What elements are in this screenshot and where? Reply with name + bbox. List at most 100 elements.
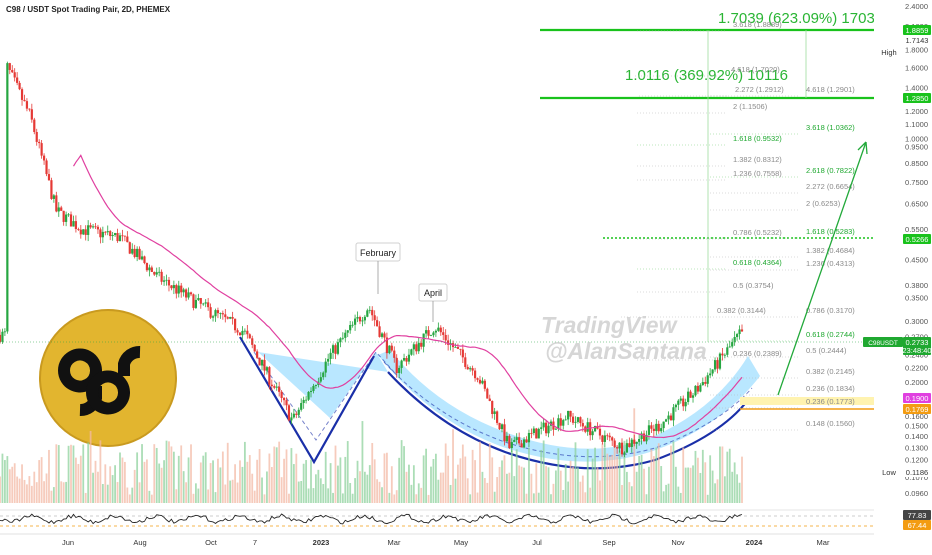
candle-body bbox=[642, 433, 646, 442]
candle-body bbox=[162, 280, 166, 282]
candle-body bbox=[424, 330, 428, 334]
volume-bar bbox=[21, 464, 23, 503]
volume-bar bbox=[363, 471, 366, 503]
volume-bar bbox=[422, 455, 425, 503]
volume-bar bbox=[655, 447, 658, 503]
volume-bar bbox=[464, 456, 467, 503]
fib-label-gray: 0.148 (0.1560) bbox=[806, 419, 855, 428]
candle-body bbox=[300, 403, 303, 410]
candle-body bbox=[532, 428, 535, 434]
price-tick-label: 0.1200 bbox=[905, 455, 928, 464]
candle-body bbox=[45, 160, 48, 175]
time-axis[interactable]: Jun Aug Oct 7 2023 Mar May Jul Sep Nov 2024 Mar bbox=[0, 533, 874, 550]
candle-body bbox=[136, 248, 139, 257]
volume-bar bbox=[525, 493, 528, 503]
candle-body bbox=[209, 307, 212, 318]
volume-bar bbox=[136, 452, 139, 503]
volume-bar bbox=[248, 455, 251, 503]
volume-bar bbox=[52, 487, 55, 503]
candle-body bbox=[346, 330, 349, 333]
volume-bar bbox=[104, 464, 107, 503]
volume-bar bbox=[119, 452, 121, 503]
volume-bar bbox=[261, 477, 263, 503]
volume-bar bbox=[141, 444, 143, 503]
candle-body bbox=[287, 405, 291, 421]
fib-label-gray: 0.786 (0.5232) bbox=[733, 228, 782, 237]
candle-body bbox=[65, 214, 68, 222]
volume-bar bbox=[449, 484, 452, 503]
price-badge-text: 1.8859 bbox=[906, 26, 929, 35]
volume-bar bbox=[219, 467, 222, 503]
volume-bar bbox=[329, 463, 332, 503]
candle-body bbox=[72, 221, 75, 227]
candle-body bbox=[691, 395, 695, 398]
price-badge-text: Low bbox=[882, 468, 896, 477]
candle-body bbox=[334, 345, 337, 354]
volume-bar bbox=[706, 494, 709, 503]
fib-label-gray: 0.236 (0.2389) bbox=[733, 349, 782, 358]
candle-body bbox=[557, 418, 560, 429]
candle-body bbox=[358, 317, 362, 322]
volume-bar bbox=[447, 455, 450, 503]
candle-body bbox=[25, 101, 29, 109]
candle-body bbox=[522, 439, 526, 448]
volume-bar bbox=[177, 455, 180, 503]
volume-bar bbox=[417, 483, 420, 503]
volume-bar bbox=[660, 466, 663, 503]
candle-body bbox=[383, 333, 386, 338]
candle-body bbox=[535, 428, 538, 439]
volume-bar bbox=[109, 466, 112, 503]
candle-body bbox=[586, 422, 589, 432]
volume-bar bbox=[645, 494, 648, 503]
rsi-pane bbox=[0, 509, 874, 527]
volume-bar bbox=[300, 480, 303, 503]
volume-bar bbox=[491, 457, 494, 503]
volume-bar bbox=[13, 463, 16, 503]
candle-body bbox=[574, 421, 577, 423]
volume-bar bbox=[383, 453, 386, 503]
volume-bar bbox=[38, 460, 41, 503]
volume-bar bbox=[689, 467, 692, 503]
volume-bar bbox=[312, 488, 315, 503]
candle-body bbox=[143, 256, 146, 264]
candle-body bbox=[258, 357, 261, 366]
candle-body bbox=[432, 332, 435, 336]
candle-body bbox=[647, 425, 651, 435]
price-badge bbox=[903, 393, 931, 403]
volume-bar bbox=[670, 445, 672, 503]
candle-body bbox=[525, 439, 528, 443]
price-badge bbox=[903, 234, 931, 244]
price-tick-label: 0.0960 bbox=[905, 489, 928, 498]
price-tick-label: 0.5500 bbox=[905, 225, 928, 234]
volume-bar bbox=[410, 484, 413, 503]
volume-bar bbox=[430, 466, 432, 503]
candle-body bbox=[459, 348, 462, 350]
volume-bar bbox=[672, 441, 675, 503]
volume-bar bbox=[334, 445, 337, 503]
candle-body bbox=[226, 317, 229, 319]
price-axis[interactable]: 2.40002.10001.80001.60001.40001.20001.10… bbox=[863, 0, 932, 550]
candle-body bbox=[292, 413, 295, 418]
candle-body bbox=[40, 143, 43, 156]
volume-bar bbox=[459, 458, 462, 503]
volume-bar bbox=[628, 482, 631, 503]
volume-bar bbox=[674, 466, 677, 503]
price-tick-label: 0.7500 bbox=[905, 178, 928, 187]
volume-bars bbox=[0, 408, 743, 503]
candle-body bbox=[645, 434, 648, 442]
price-badge bbox=[878, 47, 900, 57]
volume-bar bbox=[648, 466, 650, 503]
candle-body bbox=[378, 326, 381, 337]
volume-bar bbox=[302, 463, 305, 503]
candle-body bbox=[307, 391, 310, 400]
price-badge-text: 1.2850 bbox=[906, 94, 929, 103]
volume-bar bbox=[94, 460, 97, 503]
candle-body bbox=[540, 427, 543, 429]
candle-body bbox=[341, 337, 344, 339]
candle-body bbox=[405, 358, 408, 362]
candle-body bbox=[674, 404, 677, 408]
volume-bar bbox=[263, 494, 266, 503]
moving-average-line bbox=[72, 154, 743, 439]
